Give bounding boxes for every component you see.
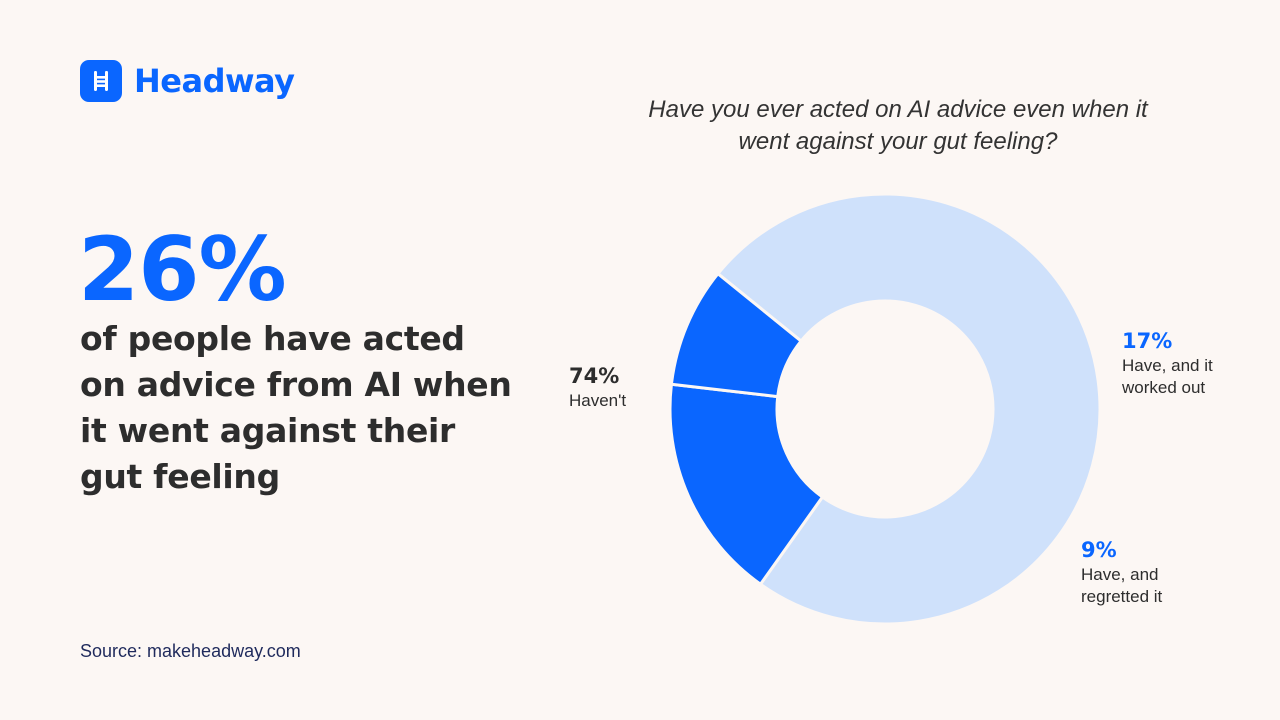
- source-text: Source: makeheadway.com: [80, 641, 301, 661]
- brand-logo: Headway: [80, 60, 295, 102]
- donut-slice-2: [669, 272, 803, 399]
- slice-category-2: Have, and regretted it: [1081, 565, 1163, 606]
- slice-value-1: 17%: [1122, 329, 1173, 353]
- ladder-icon: [80, 60, 122, 102]
- slice-category-0: Haven't: [569, 391, 627, 410]
- slice-category-1: Have, and it worked out: [1122, 356, 1213, 397]
- stat-text: of people have acted on advice from AI w…: [80, 319, 512, 496]
- slice-value-0: 74%: [569, 364, 620, 388]
- chart-title: Have you ever acted on AI advice even wh…: [648, 96, 1148, 155]
- slice-label-0: 74% Haven't: [569, 362, 626, 412]
- stat-value: 26%: [78, 218, 287, 321]
- slice-label-1: 17% Have, and it worked out: [1122, 327, 1242, 399]
- donut-slice-1: [668, 382, 824, 586]
- slice-label-2: 9% Have, and regretted it: [1081, 536, 1196, 608]
- brand-name: Headway: [134, 62, 295, 100]
- donut-slice-0: [716, 192, 1102, 626]
- slice-value-2: 9%: [1081, 538, 1117, 562]
